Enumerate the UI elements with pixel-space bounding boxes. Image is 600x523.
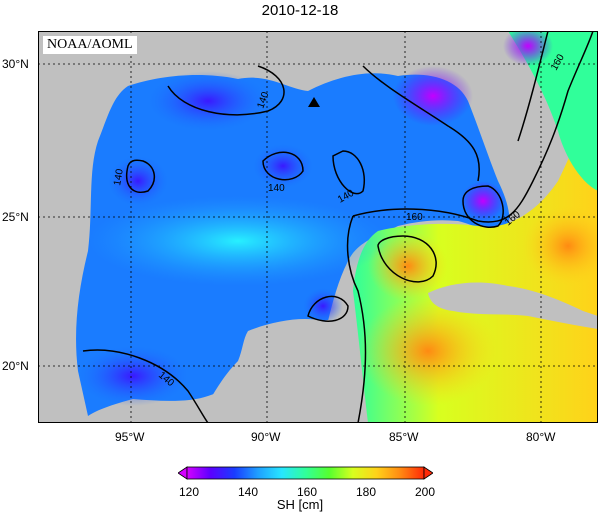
graticule bbox=[38, 31, 598, 423]
lon-tick-label: 95°W bbox=[115, 430, 145, 444]
contour-180-eddy bbox=[377, 235, 437, 283]
contour-140-northeast bbox=[362, 65, 480, 182]
cool-region-southwest bbox=[78, 346, 188, 406]
contour-140-south bbox=[307, 295, 349, 322]
map-border bbox=[38, 31, 598, 423]
colorbar-tick-label: 200 bbox=[415, 485, 436, 499]
contour-140-southwest bbox=[82, 349, 209, 423]
contour-140-florida bbox=[462, 185, 504, 228]
purple-region-east bbox=[393, 66, 473, 126]
station-marker-triangle bbox=[308, 97, 320, 107]
yucatan-land bbox=[198, 319, 348, 423]
warm-region-east bbox=[523, 206, 598, 286]
cuba-land bbox=[428, 282, 598, 329]
lat-tick-label: 30°N bbox=[2, 57, 29, 71]
lat-tick-label: 25°N bbox=[2, 210, 29, 224]
lon-tick-label: 85°W bbox=[389, 430, 419, 444]
colorbar bbox=[178, 466, 433, 480]
colorbar-tick-label: 180 bbox=[356, 485, 377, 499]
colorbar-tick-label: 120 bbox=[179, 485, 200, 499]
contour-140-north bbox=[167, 65, 285, 116]
contour-label: 140 bbox=[112, 168, 126, 187]
cyan-band bbox=[88, 196, 388, 286]
contour-140-west bbox=[126, 159, 155, 193]
credit-label: NOAA/AOML bbox=[43, 36, 137, 54]
atlantic-water bbox=[508, 31, 598, 191]
florida-land bbox=[478, 71, 541, 211]
warm-region bbox=[358, 296, 498, 406]
contour-lines bbox=[82, 31, 594, 423]
colorbar-min-arrow bbox=[178, 466, 188, 480]
colorbar-gradient bbox=[186, 466, 425, 480]
contour-140-east bbox=[332, 150, 365, 195]
colorbar-tick-label: 140 bbox=[238, 485, 259, 499]
map-title: 2010-12-18 bbox=[261, 2, 339, 19]
cool-eddy-central bbox=[253, 144, 313, 188]
lat-tick-label: 20°N bbox=[2, 359, 29, 373]
gulf-coast-land bbox=[38, 31, 508, 131]
lon-tick-label: 80°W bbox=[526, 430, 556, 444]
mexico-coast-land bbox=[38, 131, 83, 423]
colorbar-max-arrow bbox=[423, 466, 433, 480]
cool-eddy-south bbox=[303, 288, 343, 324]
contour-label: 160 bbox=[406, 212, 423, 223]
purple-region-ne bbox=[503, 31, 553, 66]
sea-height-map: 140 140 140 140 140 160 160 160 bbox=[38, 31, 598, 423]
warm-eddy bbox=[368, 231, 448, 301]
contour-160-loop-west bbox=[346, 215, 367, 423]
contour-160-florida-strait bbox=[517, 31, 549, 142]
contour-label: 140 bbox=[268, 183, 285, 194]
cool-region-north bbox=[148, 71, 268, 131]
colorbar-title: SH [cm] bbox=[276, 497, 324, 512]
colorbar-tick-label: 160 bbox=[297, 485, 318, 499]
lon-tick-label: 90°W bbox=[251, 430, 281, 444]
contour-160-loop bbox=[352, 31, 594, 223]
contour-140-central bbox=[262, 151, 304, 181]
purple-region-florida bbox=[461, 181, 505, 221]
